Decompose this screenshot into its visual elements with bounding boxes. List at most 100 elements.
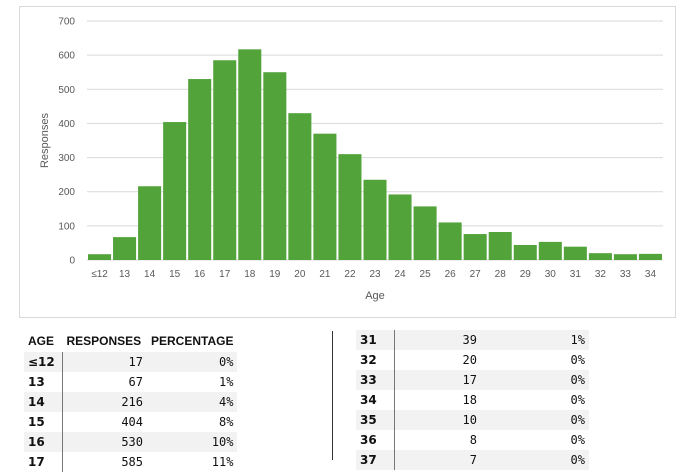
- cell-percentage: 1%: [481, 330, 589, 350]
- cell-age: 15: [24, 412, 63, 432]
- cell-responses: 530: [62, 432, 147, 452]
- bar: [138, 186, 162, 260]
- cell-percentage: 0%: [147, 352, 238, 372]
- table-row: 33 17 0%: [356, 370, 589, 390]
- chart-container: 0 100 200 300 400 500 600 700 ≤12 13 14 15 16 17 18 19 2…: [19, 6, 676, 318]
- bar: [288, 113, 312, 260]
- table-row: 37 7 0%: [356, 450, 589, 470]
- table-row: ≤12 17 0%: [24, 352, 238, 372]
- x-tick-label: 29: [520, 269, 532, 280]
- header-responses: RESPONSES: [66, 334, 142, 348]
- cell-age: 17: [24, 452, 63, 472]
- cell-age: 36: [356, 430, 395, 450]
- cell-responses: 7: [394, 450, 481, 470]
- table-row: 36 8 0%: [356, 430, 589, 450]
- y-tick-label: 200: [58, 187, 75, 198]
- table-row: 16 530 10%: [24, 432, 238, 452]
- age-table-left: AGE RESPONSES PERCENTAGE ≤12 17 0% 13 67 1% 14…: [24, 330, 238, 472]
- y-tick-label: 600: [58, 51, 75, 62]
- cell-age: 32: [356, 350, 395, 370]
- cell-percentage: 0%: [570, 433, 585, 447]
- cell-percentage: 0%: [570, 393, 585, 407]
- bar: [613, 254, 637, 260]
- bar: [113, 237, 137, 260]
- cell-age: 35: [356, 410, 395, 430]
- cell-percentage: 10%: [147, 432, 238, 452]
- y-tick-label: 700: [58, 17, 75, 28]
- bar: [188, 79, 212, 261]
- cell-age: 31: [356, 330, 395, 350]
- bar: [238, 49, 262, 261]
- x-tick-label: 16: [194, 269, 206, 280]
- table-row: 14 216 4%: [24, 392, 238, 412]
- bar: [313, 133, 337, 260]
- age-table-right: 31 39 1% 32 20 0% 33 17 0% 34 18 0% 35 10 0% 36 8 0% 37 7 0%: [356, 330, 590, 470]
- bar: [263, 72, 287, 260]
- header-percentage: PERCENTAGE: [151, 334, 234, 348]
- cell-responses: 20: [462, 353, 477, 367]
- table-row: 31 39 1%: [356, 330, 589, 350]
- header-age: AGE: [28, 334, 55, 348]
- x-tick-label: 19: [269, 269, 281, 280]
- x-tick-label: 30: [545, 269, 557, 280]
- bar: [438, 222, 462, 260]
- cell-percentage: 0%: [481, 450, 589, 470]
- x-tick-label: 32: [595, 269, 607, 280]
- y-tick-label: 500: [58, 85, 75, 96]
- x-tick-label: 33: [620, 269, 632, 280]
- x-tick-label: 22: [344, 269, 356, 280]
- bar: [488, 232, 512, 260]
- x-tick-label: 18: [244, 269, 256, 280]
- cell-age: ≤12: [24, 352, 63, 372]
- bar: [638, 253, 662, 260]
- x-tick-label: 15: [169, 269, 181, 280]
- bar: [463, 234, 487, 260]
- x-tick-label: 14: [144, 269, 156, 280]
- x-tick-label: ≤12: [91, 269, 108, 280]
- x-tick-label: 17: [219, 269, 231, 280]
- cell-responses: 10: [394, 410, 481, 430]
- cell-responses: 216: [62, 392, 147, 412]
- bar: [563, 246, 587, 260]
- cell-percentage: 4%: [147, 392, 238, 412]
- y-tick-label: 300: [58, 153, 75, 164]
- y-tick-label: 100: [58, 221, 75, 232]
- table-row: 32 20 0%: [356, 350, 589, 370]
- bar-chart: 0 100 200 300 400 500 600 700 ≤12 13 14 15 16 17 18 19 2…: [39, 17, 663, 302]
- cell-responses: 8: [469, 433, 477, 447]
- table-row: 15 404 8%: [24, 412, 237, 432]
- cell-percentage: 8%: [219, 415, 234, 429]
- bar: [388, 194, 412, 260]
- x-tick-label: 31: [570, 269, 582, 280]
- x-tick-label: 28: [495, 269, 507, 280]
- cell-age: 34: [356, 390, 395, 410]
- table-row: 34 18 0%: [356, 390, 589, 410]
- bar: [338, 154, 362, 260]
- cell-percentage: 1%: [219, 375, 234, 389]
- bar: [88, 254, 112, 260]
- bar: [588, 253, 612, 260]
- cell-age: 37: [356, 450, 395, 470]
- table-header-row: AGE RESPONSES PERCENTAGE: [24, 330, 237, 352]
- cell-responses: 404: [121, 415, 143, 429]
- cell-responses: 585: [121, 455, 143, 469]
- x-axis-title: Age: [365, 290, 385, 302]
- cell-responses: 67: [128, 375, 143, 389]
- x-tick-label: 21: [319, 269, 331, 280]
- bar: [363, 179, 387, 260]
- x-tick-label: 27: [470, 269, 482, 280]
- cell-percentage: 0%: [481, 410, 589, 430]
- cell-responses: 17: [62, 352, 147, 372]
- y-tick-label: 0: [69, 256, 75, 267]
- bar: [413, 206, 437, 260]
- bar: [213, 60, 237, 261]
- cell-percentage: 11%: [211, 455, 234, 469]
- cell-responses: 18: [462, 393, 477, 407]
- cell-percentage: 0%: [570, 353, 585, 367]
- cell-age: 14: [24, 392, 63, 412]
- x-tick-label: 26: [445, 269, 457, 280]
- y-tick-label: 400: [58, 119, 75, 130]
- y-axis-title: Responses: [39, 112, 51, 168]
- cell-responses: 39: [394, 330, 481, 350]
- x-tick-label: 25: [420, 269, 432, 280]
